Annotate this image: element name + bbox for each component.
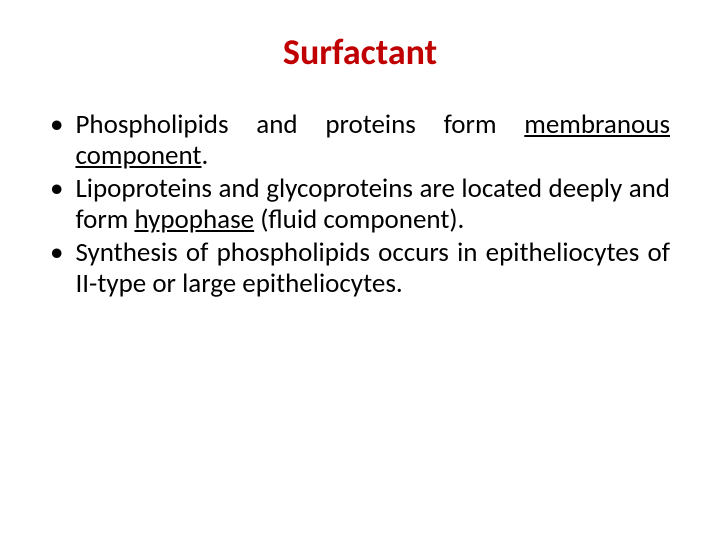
slide-content: • Phospholipids and proteins form membra… [50,109,670,299]
bullet-item: • Synthesis of phospholipids occurs in e… [50,237,670,299]
bullet-text-3: Synthesis of phospholipids occurs in epi… [75,237,670,299]
bullet-item: • Lipoproteins and glycoproteins are loc… [50,173,670,235]
slide-title: Surfactant [50,30,670,74]
bullet-marker: • [50,237,63,299]
bullet-item: • Phospholipids and proteins form membra… [50,109,670,171]
bullet-text-2: Lipoproteins and glycoproteins are locat… [75,173,670,235]
bullet-marker: • [50,109,63,171]
bullet-marker: • [50,173,63,235]
bullet-text-1: Phospholipids and proteins form membrano… [75,109,670,171]
